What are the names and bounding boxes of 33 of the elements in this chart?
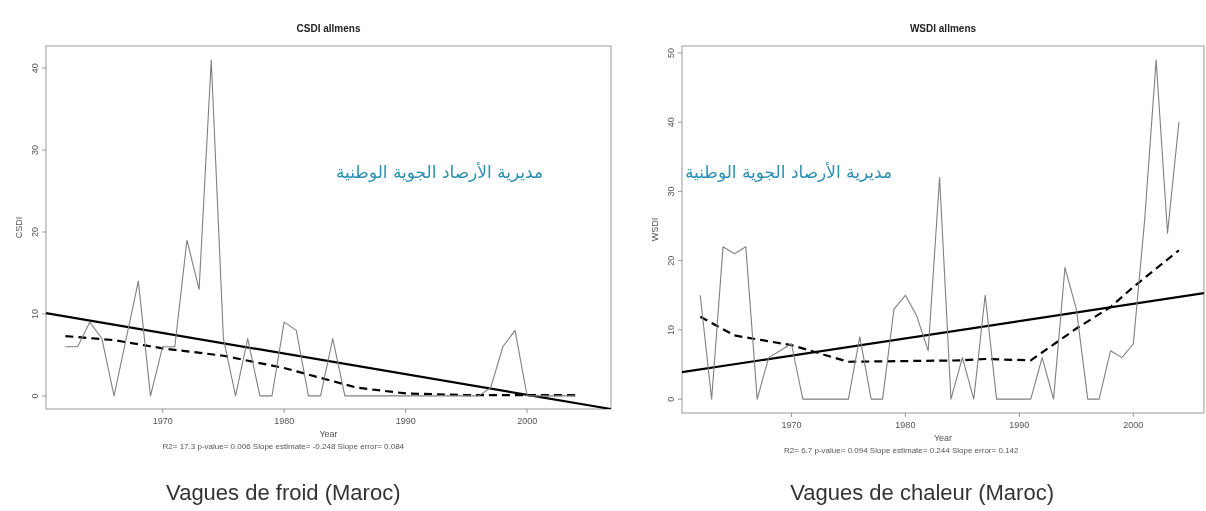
y-tick-label: 30 (30, 145, 40, 156)
text: Vagues de froid (Maroc) (166, 480, 401, 505)
y-tick-label: 50 (666, 47, 676, 58)
x-axis-title: Year (319, 429, 338, 439)
y-tick-label: 0 (30, 393, 40, 399)
y-tick-label: 20 (30, 227, 40, 238)
y-tick-label: 40 (30, 63, 40, 74)
x-axis-title: Year (933, 433, 953, 443)
x-tick-label: 2000 (517, 416, 538, 426)
text: R2= 6.7 p-value= 0.094 Slope estimate= 0.244 Slope error= 0.142 (784, 446, 1019, 455)
y-tick-label: 40 (666, 117, 676, 128)
text: R2= 17.3 p-value= 0.006 Slope estimate= -0.248 Slope error= 0.084 (162, 442, 405, 451)
y-tick-label: 0 (666, 396, 676, 402)
text: Vagues de chaleur (Maroc) (790, 480, 1054, 505)
y-axis-title: WSDI (650, 217, 660, 242)
x-tick-label: 2000 (1123, 420, 1144, 430)
x-tick-label: 1970 (152, 416, 173, 426)
annotation: مديرية الأرصاد الجوية الوطنية (336, 162, 544, 182)
y-tick-label: 10 (30, 308, 40, 319)
y-tick-label: 10 (666, 324, 676, 335)
line-series (64, 334, 577, 397)
y-tick-label: 30 (666, 186, 676, 197)
annotation: مديرية الأرصاد الجوية الوطنية (685, 162, 893, 182)
y-tick-label: 20 (666, 255, 676, 266)
chart-title: WSDI allmens (909, 23, 977, 34)
x-tick-label: 1980 (274, 416, 295, 426)
line-series (64, 59, 577, 397)
x-tick-label: 1970 (781, 420, 802, 430)
x-tick-label: 1990 (395, 416, 416, 426)
x-tick-label: 1980 (895, 420, 916, 430)
chart-title: CSDI allmens (296, 23, 361, 34)
x-tick-label: 1990 (1009, 420, 1030, 430)
y-axis-title: CSDI (14, 216, 24, 239)
